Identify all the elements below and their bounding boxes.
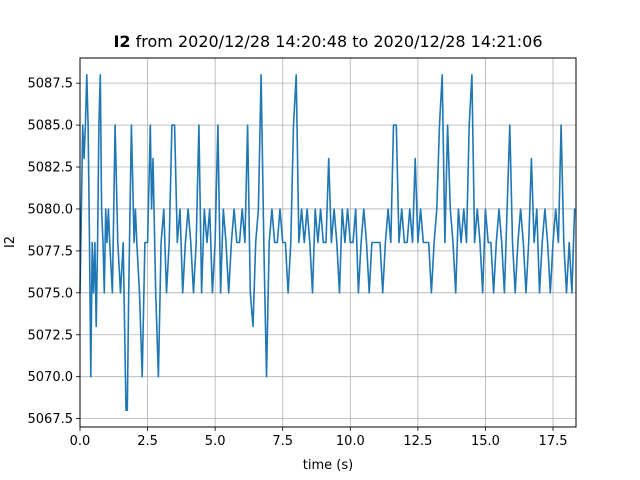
y-axis-label: I2 bbox=[3, 236, 18, 248]
axis-ticks: 0.0 2.5 5.0 7.5 10.0 12.5 15.0 17.5 5067.5 5070.0… bbox=[28, 77, 568, 449]
x-tick-label: 17.5 bbox=[539, 434, 568, 449]
y-tick-label: 5087.5 bbox=[28, 77, 74, 92]
chart-title: I2 from 2020/12/28 14:20:48 to 2020/12/2… bbox=[80, 32, 576, 51]
series-line bbox=[79, 74, 576, 412]
chart-title-range: from 2020/12/28 14:20:48 to 2020/12/28 1… bbox=[135, 32, 543, 51]
y-tick-label: 5072.5 bbox=[28, 328, 74, 343]
x-tick-label: 15.0 bbox=[471, 434, 500, 449]
plot-frame bbox=[79, 57, 577, 428]
x-tick-label: 5.0 bbox=[205, 434, 226, 449]
y-tick-label: 5082.5 bbox=[28, 161, 74, 176]
y-tick-label: 5077.5 bbox=[28, 244, 74, 259]
y-tick-label: 5067.5 bbox=[28, 412, 74, 427]
grid bbox=[79, 58, 576, 427]
series-layer bbox=[79, 74, 576, 412]
y-tick-label: 5080.0 bbox=[28, 202, 74, 217]
x-tick-label: 2.5 bbox=[137, 434, 158, 449]
x-axis-label: time (s) bbox=[303, 458, 353, 473]
y-tick-label: 5075.0 bbox=[28, 286, 74, 301]
x-tick-label: 12.5 bbox=[403, 434, 432, 449]
y-tick-label: 5085.0 bbox=[28, 119, 74, 134]
x-tick-label: 0.0 bbox=[70, 434, 91, 449]
x-tick-label: 7.5 bbox=[272, 434, 293, 449]
chart-title-signal: I2 bbox=[113, 32, 131, 51]
x-tick-label: 10.0 bbox=[336, 434, 365, 449]
y-tick-label: 5070.0 bbox=[28, 370, 74, 385]
